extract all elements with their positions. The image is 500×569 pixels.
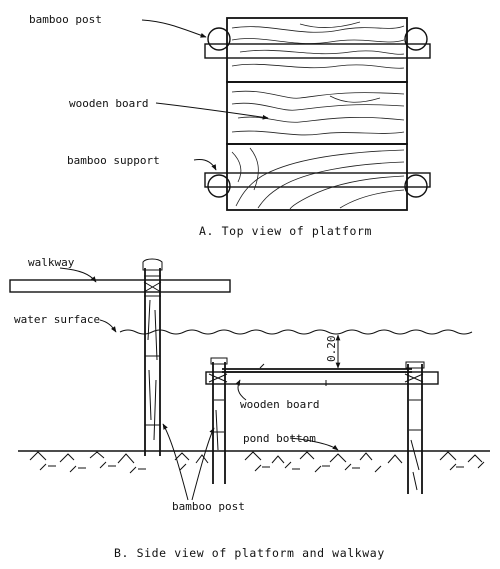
- side-view: 0.20 walkway water surface wooden board …: [9, 256, 490, 560]
- label-bamboo-post-side: bamboo post: [172, 500, 245, 513]
- wood-grain: [231, 21, 405, 210]
- leader-wooden-board-side: [235, 379, 247, 401]
- wooden-board-3: [226, 143, 408, 211]
- platform-bamboo-post-right: [405, 361, 425, 494]
- leader-bamboo-post-2: [191, 427, 215, 501]
- water-surface-line: [119, 329, 473, 335]
- label-water-surface: water surface: [14, 313, 100, 326]
- label-pond-bottom: pond bottom: [243, 432, 316, 445]
- platform-wooden-board: [222, 368, 412, 373]
- bamboo-post-top-left: [207, 27, 231, 51]
- leader-water-surface: [99, 319, 117, 333]
- caption-top-view: A. Top view of platform: [199, 224, 372, 238]
- walkway-bamboo-post: [142, 258, 163, 456]
- platform-bamboo-post-left: [210, 357, 228, 484]
- leader-walkway: [59, 267, 97, 283]
- bamboo-post-bottom-right: [404, 174, 428, 198]
- leader-bamboo-support: [193, 159, 217, 171]
- bamboo-post-top-right: [404, 27, 428, 51]
- bamboo-support-bottom: [204, 172, 431, 188]
- depth-dimension: 0.20: [325, 334, 341, 369]
- leader-bamboo-post: [141, 19, 207, 38]
- bamboo-support-top: [204, 43, 431, 59]
- depth-value: 0.20: [325, 336, 338, 363]
- platform-bamboo-support: [205, 371, 439, 385]
- leader-bamboo-post-1: [162, 423, 189, 501]
- label-walkway: walkway: [28, 256, 75, 269]
- leader-pond-bottom: [289, 437, 339, 451]
- label-bamboo-support: bamboo support: [67, 154, 160, 167]
- bamboo-post-bottom-left: [207, 174, 231, 198]
- leader-wooden-board: [155, 102, 269, 120]
- caption-side-view: B. Side view of platform and walkway: [114, 546, 385, 560]
- label-wooden-board-top: wooden board: [69, 97, 148, 110]
- ground-hatch: [29, 451, 485, 474]
- label-bamboo-post-top: bamboo post: [29, 13, 102, 26]
- top-view: bamboo post wooden board bamboo support …: [29, 13, 431, 238]
- walkway: [9, 279, 231, 293]
- label-wooden-board-side: wooden board: [240, 398, 319, 411]
